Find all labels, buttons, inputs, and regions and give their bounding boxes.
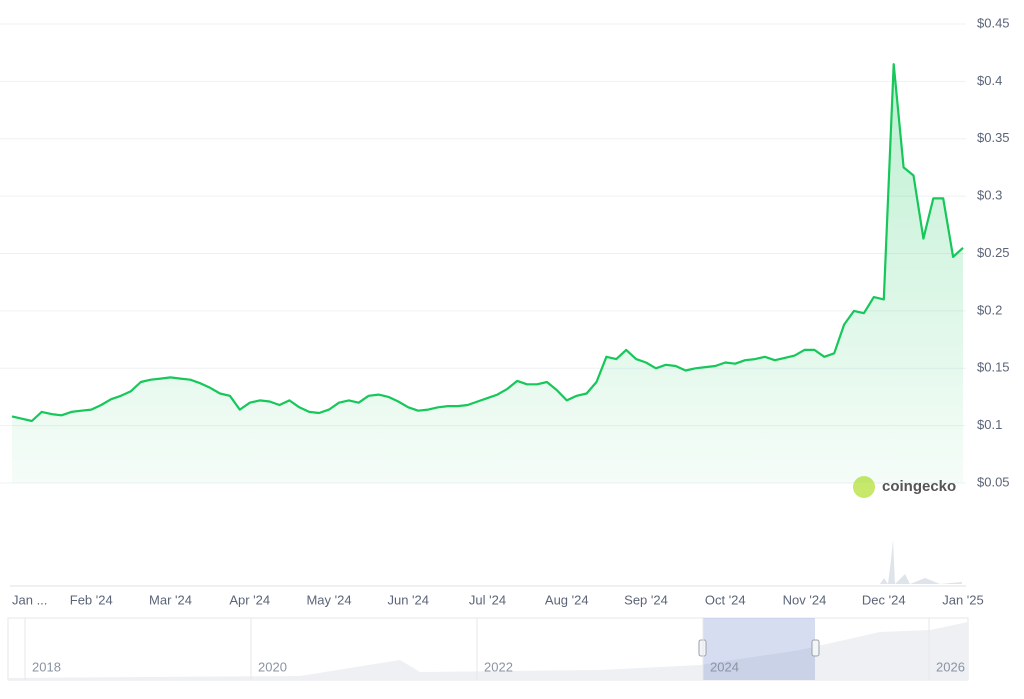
y-tick-label: $0.2 bbox=[977, 302, 1002, 317]
y-tick-label: $0.05 bbox=[977, 474, 1010, 489]
navigator-labels: 2018 2020 2022 2024 2026 bbox=[24, 618, 965, 680]
x-tick-label: Feb '24 bbox=[70, 592, 113, 607]
x-tick-label: Sep '24 bbox=[624, 592, 668, 607]
x-tick-label: Jun '24 bbox=[387, 592, 429, 607]
x-tick-label: Nov '24 bbox=[783, 592, 827, 607]
y-tick-label: $0.45 bbox=[977, 15, 1010, 30]
navigator-label: 2026 bbox=[936, 659, 965, 674]
navigator-label: 2022 bbox=[484, 659, 513, 674]
x-tick-label: Jan '25 bbox=[942, 592, 984, 607]
navigator-area bbox=[8, 622, 968, 680]
navigator-handle[interactable] bbox=[811, 639, 820, 657]
x-tick-label: May '24 bbox=[306, 592, 351, 607]
navigator-label: 2020 bbox=[258, 659, 287, 674]
y-tick-label: $0.15 bbox=[977, 360, 1010, 375]
y-tick-label: $0.35 bbox=[977, 130, 1010, 145]
navigator-label: 2018 bbox=[32, 659, 61, 674]
area bbox=[12, 64, 963, 483]
x-tick-label: Apr '24 bbox=[229, 592, 270, 607]
price-line bbox=[11, 63, 964, 423]
y-tick-label: $0.25 bbox=[977, 245, 1010, 260]
x-tick-label: Jul '24 bbox=[469, 592, 506, 607]
x-tick-label: Jan ... bbox=[12, 592, 47, 607]
x-tick-label: Aug '24 bbox=[545, 592, 589, 607]
y-tick-label: $0.3 bbox=[977, 188, 1002, 203]
navigator-label: 2024 bbox=[710, 659, 739, 674]
x-tick-label: Oct '24 bbox=[705, 592, 746, 607]
y-tick-label: $0.1 bbox=[977, 417, 1002, 432]
navigator-selection[interactable] bbox=[703, 618, 815, 680]
volume bbox=[880, 540, 962, 584]
x-tick-label: Dec '24 bbox=[862, 592, 906, 607]
x-tick-label: Mar '24 bbox=[149, 592, 192, 607]
y-tick-label: $0.4 bbox=[977, 73, 1002, 88]
